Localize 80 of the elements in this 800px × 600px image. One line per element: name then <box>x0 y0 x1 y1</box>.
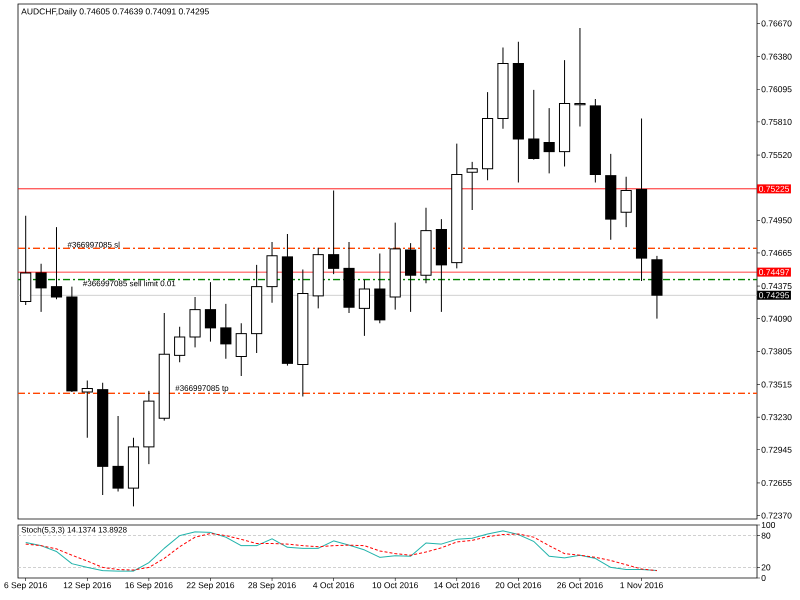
y-tick-label: 0 <box>762 574 766 582</box>
y-tick-label: 0.76095 <box>762 86 792 92</box>
ref-line-label: 0.75225 <box>759 186 790 192</box>
x-tick-label: 6 Sep 2016 <box>4 582 48 590</box>
candlestick <box>451 143 462 269</box>
y-tick-label: 0.73230 <box>762 414 792 420</box>
candlestick <box>82 380 93 438</box>
candlestick <box>174 326 186 363</box>
candlestick <box>112 416 124 492</box>
candlestick <box>20 215 32 306</box>
y-tick-label: 0.72945 <box>762 446 792 453</box>
candlestick <box>358 279 370 336</box>
candlestick <box>36 263 47 312</box>
candlestick <box>189 296 201 348</box>
candlestick <box>590 98 601 184</box>
chart-title: Stoch(5,3,3) 14.1374 13.8928 <box>22 526 127 534</box>
candlestick <box>574 28 586 127</box>
candlestick <box>390 222 401 310</box>
candlestick <box>143 390 154 465</box>
candlestick <box>343 242 355 314</box>
y-tick-label: 0.73515 <box>762 382 792 388</box>
x-tick-label: 26 Oct 2016 <box>557 582 603 588</box>
candlestick <box>528 89 540 160</box>
candlestick <box>312 247 324 309</box>
y-tick-label: 0.73805 <box>762 348 792 354</box>
candlestick <box>651 255 663 320</box>
x-tick-label: 22 Sep 2016 <box>186 582 234 590</box>
y-tick-label: 80 <box>762 532 770 539</box>
y-tick-label: 0.76670 <box>762 20 792 26</box>
candlestick <box>128 437 140 507</box>
candlestick <box>328 190 340 275</box>
candlestick <box>220 303 232 360</box>
y-tick-label: 0.72655 <box>762 480 792 486</box>
candlestick <box>558 60 570 168</box>
x-tick-label: 4 Oct 2016 <box>313 582 354 588</box>
candlestick <box>97 382 108 496</box>
candlestick <box>374 252 386 324</box>
ref-line-label: #366997085 sell limit 0.01 <box>82 280 176 286</box>
candlestick <box>620 176 632 228</box>
y-tick-label: 0.72370 <box>762 512 792 519</box>
y-tick-label: 20 <box>762 564 770 570</box>
candlestick <box>420 207 432 284</box>
candlestick <box>605 153 616 240</box>
candlestick <box>297 269 308 398</box>
ref-line-label: #366997085 tp <box>175 385 228 393</box>
y-tick-label: 0.74090 <box>762 316 792 322</box>
candlestick <box>482 92 494 181</box>
y-tick-label: 0.75810 <box>762 118 792 125</box>
y-tick-label: 0.74375 <box>762 283 792 290</box>
candlestick <box>497 46 509 130</box>
ref-line-label: 0.74295 <box>759 292 790 298</box>
candlestick <box>636 118 648 282</box>
candlestick <box>204 282 216 342</box>
x-tick-label: 20 Oct 2016 <box>496 582 542 588</box>
y-tick-label: 0.74665 <box>762 250 792 256</box>
candlestick <box>512 41 524 184</box>
candlestick <box>405 242 416 312</box>
chart-title: AUDCHF,Daily 0.74605 0.74639 0.74091 0.74295 <box>21 8 209 16</box>
x-tick-label: 12 Sep 2016 <box>64 582 112 590</box>
candlestick <box>466 161 478 210</box>
candlestick <box>66 286 78 392</box>
candlestick <box>251 264 262 354</box>
candlestick <box>266 242 278 304</box>
x-tick-label: 28 Sep 2016 <box>248 582 296 590</box>
y-tick-label: 0.75520 <box>762 152 792 158</box>
y-tick-label: 0.74950 <box>762 217 792 224</box>
ref-line-label: #366997085 sl <box>68 242 120 248</box>
candlestick <box>50 226 62 300</box>
x-tick-label: 14 Oct 2016 <box>434 582 480 588</box>
candlestick <box>158 312 170 422</box>
candlestick <box>436 218 447 312</box>
y-tick-label: 0.76380 <box>762 54 792 60</box>
candlestick <box>282 234 294 366</box>
y-tick-label: 100 <box>762 522 776 528</box>
x-tick-label: 1 Nov 2016 <box>620 582 663 588</box>
x-tick-label: 16 Sep 2016 <box>125 582 173 590</box>
candlestick <box>544 108 555 174</box>
ref-line-label: 0.74497 <box>759 269 789 276</box>
x-tick-label: 10 Oct 2016 <box>372 582 418 588</box>
candlestick <box>236 322 247 376</box>
